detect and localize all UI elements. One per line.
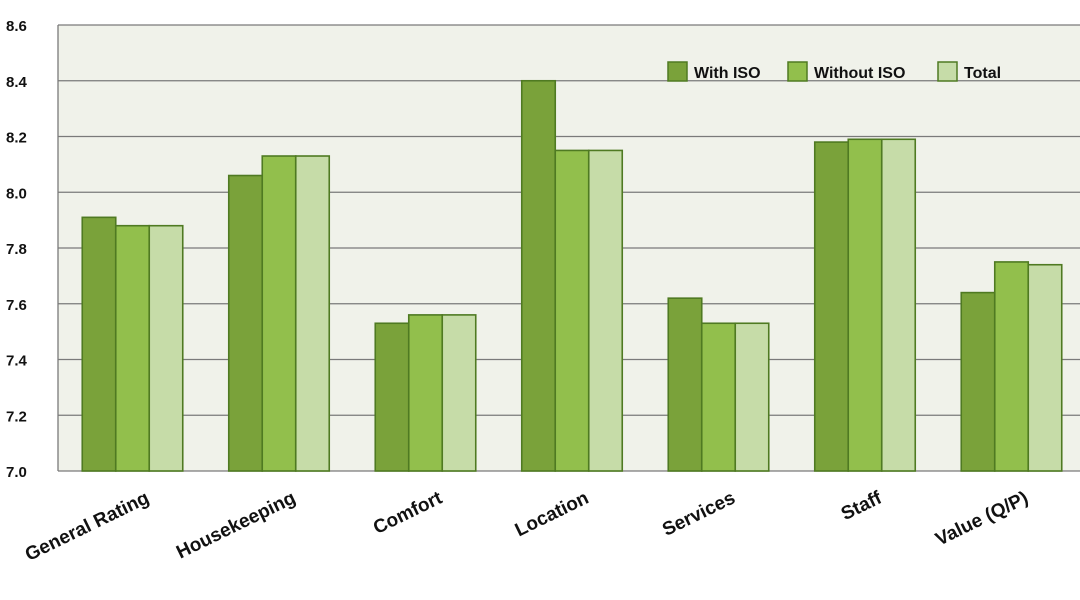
x-category-label: Services xyxy=(659,488,738,541)
x-category-label: General Rating xyxy=(22,488,153,566)
bar-without-iso-5 xyxy=(847,138,883,472)
bar-without-iso-1 xyxy=(261,155,297,472)
y-tick-label: 7.4 xyxy=(6,353,28,370)
bar-with-iso-0 xyxy=(81,216,117,472)
y-tick-label: 8.2 xyxy=(6,130,27,147)
bar-with-iso-2 xyxy=(374,322,410,472)
y-tick-label: 7.2 xyxy=(6,408,27,425)
bar-with-iso-3 xyxy=(520,79,557,472)
bar-with-iso-5 xyxy=(813,141,850,472)
x-category-label: Value (Q/P) xyxy=(932,488,1031,551)
legend-swatch xyxy=(787,61,808,82)
legend: With ISO Without ISO Total xyxy=(667,61,1001,82)
y-tick-label: 7.6 xyxy=(6,297,27,314)
bar-total-5 xyxy=(880,138,917,472)
bar-total-3 xyxy=(587,149,624,472)
y-tick-label: 8.4 xyxy=(6,74,28,91)
y-axis-ticks: 7.0 7.2 7.4 7.6 7.8 8.0 8.2 8.4 8.6 xyxy=(6,18,28,481)
x-axis-labels: General Rating Housekeeping Comfort Locatio… xyxy=(22,487,1032,565)
bar-without-iso-3 xyxy=(554,149,590,472)
bar-without-iso-6 xyxy=(993,261,1030,472)
y-tick-label: 8.6 xyxy=(6,18,27,35)
legend-label: Without ISO xyxy=(814,65,905,82)
bar-without-iso-0 xyxy=(114,224,151,472)
y-tick-label: 7.8 xyxy=(6,241,27,258)
bar-without-iso-2 xyxy=(407,314,444,472)
x-category-label: Housekeeping xyxy=(173,488,299,564)
y-tick-label: 8.0 xyxy=(6,185,27,202)
bars xyxy=(81,79,1063,472)
bar-total-6 xyxy=(1027,263,1063,472)
legend-swatch xyxy=(937,61,958,82)
x-category-label: Staff xyxy=(838,487,886,525)
x-category-label: Comfort xyxy=(370,487,446,539)
bar-total-2 xyxy=(441,314,477,472)
bar-total-4 xyxy=(734,322,770,472)
bar-total-0 xyxy=(148,224,184,472)
bar-without-iso-4 xyxy=(700,322,737,472)
x-category-label: Location xyxy=(512,488,592,542)
y-tick-label: 7.0 xyxy=(6,464,27,481)
legend-swatch xyxy=(667,61,688,82)
legend-label: With ISO xyxy=(694,65,761,82)
bar-total-1 xyxy=(294,155,331,472)
legend-label: Total xyxy=(964,65,1001,82)
bar-with-iso-1 xyxy=(227,174,264,472)
bar-with-iso-4 xyxy=(667,297,703,472)
bar-with-iso-6 xyxy=(960,291,996,472)
